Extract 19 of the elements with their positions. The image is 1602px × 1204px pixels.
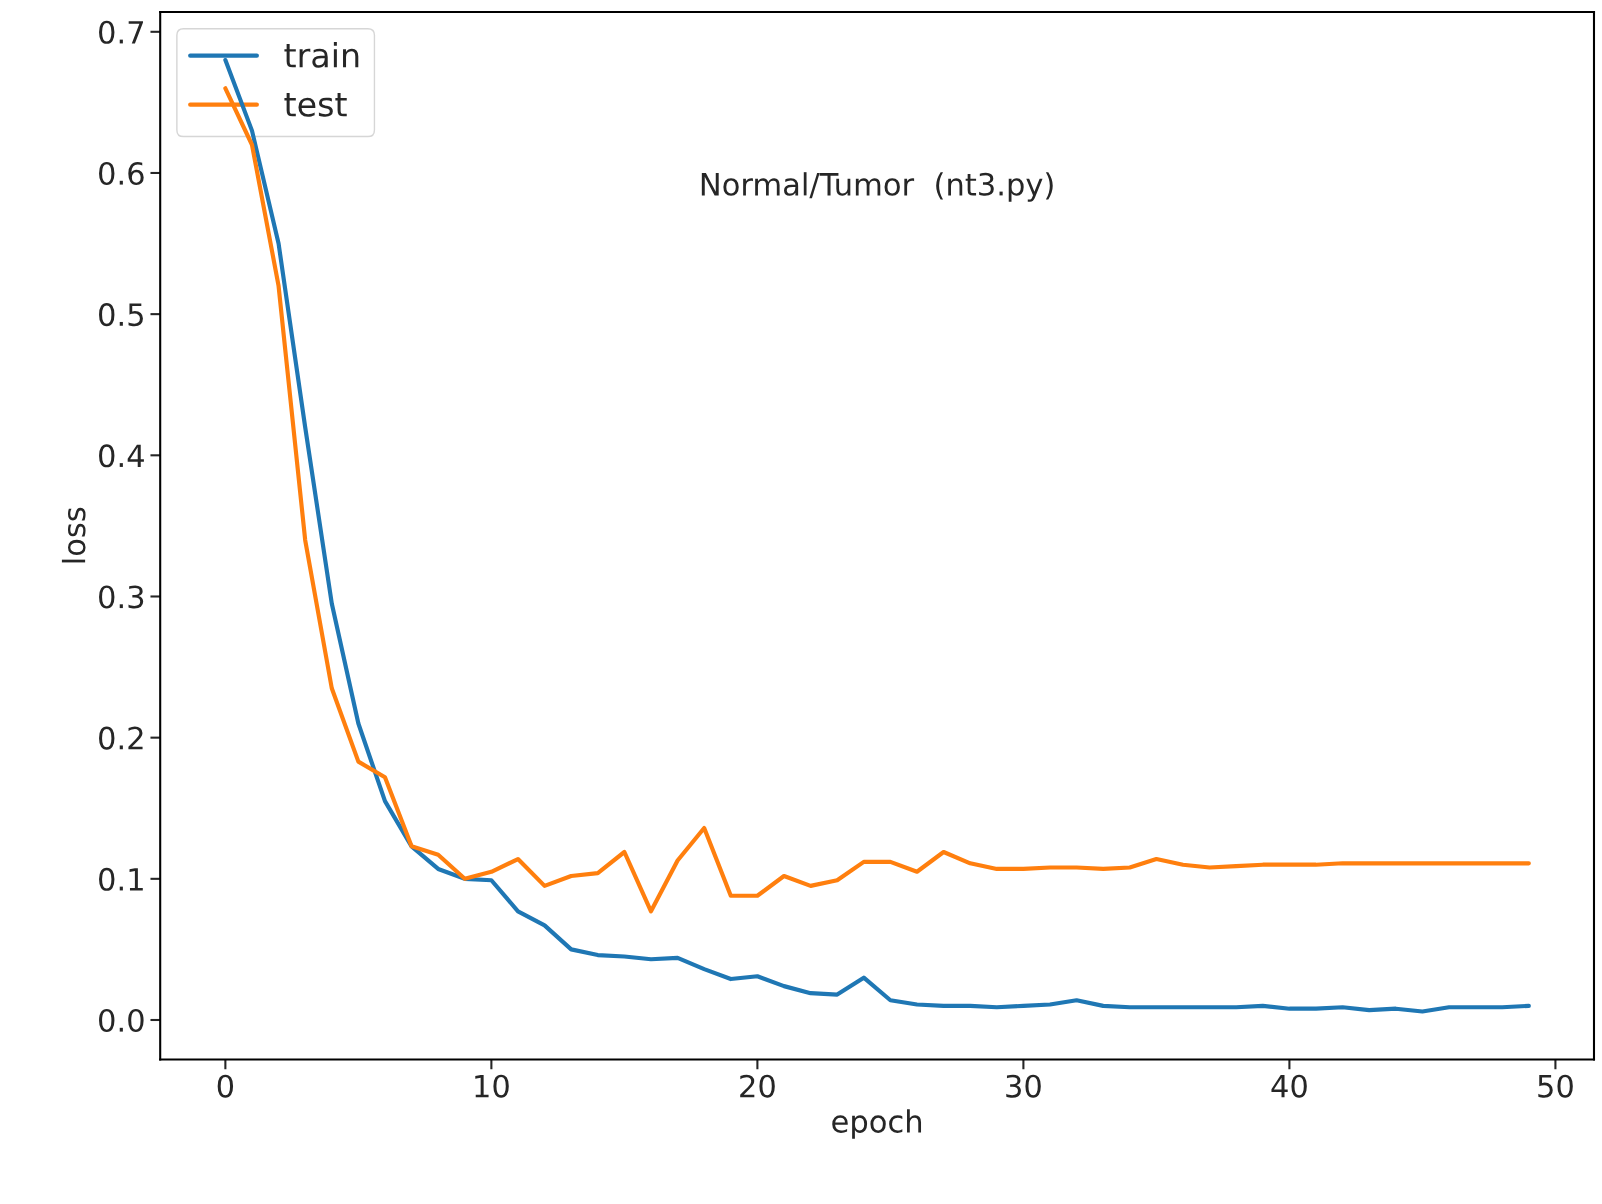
y-tick-label: 0.7: [99, 20, 144, 44]
y-tick-label: 0.2: [99, 726, 143, 750]
x-tick-label: 0: [217, 1074, 234, 1098]
y-tick-label: 0.4: [99, 444, 144, 468]
x-tick-label: 20: [740, 1074, 775, 1098]
y-tick-label: 0.1: [99, 867, 143, 891]
y-tick-label: 0.0: [99, 1008, 144, 1033]
annotation: Normal/Tumor (nt3.py): [701, 172, 1053, 202]
legend-label: test: [284, 92, 347, 117]
x-tick-label: 40: [1271, 1074, 1307, 1098]
legend-label: train: [284, 42, 359, 68]
y-tick-label: 0.6: [99, 161, 144, 186]
y-tick-label: 0.3: [99, 585, 144, 609]
x-axis-title: epoch: [832, 1109, 922, 1139]
x-tick-label: 30: [1006, 1074, 1041, 1098]
x-tick-label: 50: [1538, 1074, 1573, 1098]
x-tick-label: 10: [475, 1074, 509, 1098]
y-tick-label: 0.5: [99, 303, 143, 327]
y-axis-title: loss: [61, 507, 86, 563]
